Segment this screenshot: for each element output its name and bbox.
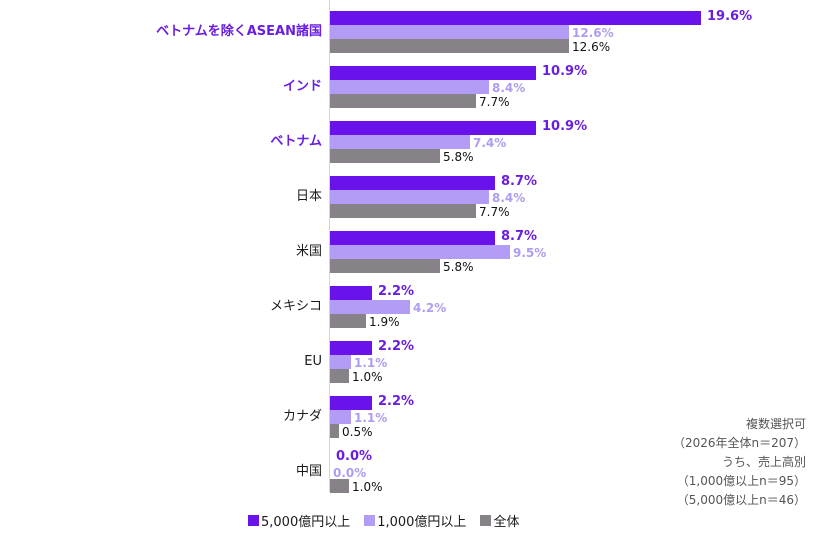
value-label: 2.2% [378, 284, 415, 299]
note-line: （5,000億以上n＝46） [676, 493, 806, 507]
note-line: （2026年全体n＝207） [672, 436, 806, 450]
value-label: 2.2% [378, 394, 415, 409]
bar-series2 [330, 314, 366, 328]
value-label: 10.9% [542, 119, 588, 134]
legend: 5,000億円以上 1,000億円以上 全体 [248, 510, 519, 530]
bar-series0 [330, 286, 372, 300]
bar-series2 [330, 149, 440, 163]
value-label: 19.6% [707, 9, 753, 24]
value-label: 10.9% [542, 64, 588, 79]
bar-series1 [330, 300, 410, 314]
bar-series2 [330, 259, 440, 273]
value-label: 8.4% [492, 191, 526, 205]
note-line: （1,000億以上n＝95） [676, 474, 806, 488]
category-label: 米国 [295, 244, 322, 259]
value-label: 12.6% [572, 26, 614, 40]
bar-series2 [330, 204, 476, 218]
legend-label: 5,000億円以上 [261, 514, 351, 530]
bar-series2 [330, 94, 476, 108]
bar-series2 [330, 39, 569, 53]
bar-series2 [330, 369, 349, 383]
legend-item-total: 全体 [480, 511, 519, 530]
value-label: 12.6% [572, 40, 611, 54]
legend-swatch-series1 [364, 514, 376, 526]
bar-series2 [330, 424, 339, 438]
bar-series0 [330, 396, 372, 410]
sample-note: 複数選択可 （2026年全体n＝207） うち、売上高別 （1,000億以上n＝… [673, 415, 806, 510]
category-label: カナダ [282, 409, 322, 424]
category-label: EU [304, 354, 322, 369]
y-axis-line [329, 0, 330, 492]
legend-label: 全体 [493, 514, 520, 530]
bar-series1 [330, 25, 569, 39]
legend-item-1000: 1,000億円以上 [364, 511, 466, 530]
value-label: 1.0% [352, 480, 383, 494]
bar-series1 [330, 410, 351, 424]
legend-label: 1,000億円以上 [377, 514, 467, 530]
note-line: 複数選択可 [745, 417, 806, 431]
value-label: 0.5% [342, 425, 373, 439]
value-label: 8.7% [501, 229, 538, 244]
value-label: 7.4% [473, 136, 507, 150]
bar-series0 [330, 341, 372, 355]
bar-series0 [330, 121, 536, 135]
value-label: 5.8% [443, 260, 474, 274]
category-label: ベトナム [270, 134, 322, 149]
note-line: うち、売上高別 [721, 455, 806, 469]
bar-series1 [330, 245, 510, 259]
category-label: 中国 [295, 464, 322, 479]
bar-series0 [330, 11, 701, 25]
bar-series0 [330, 231, 495, 245]
bar-series0 [330, 176, 495, 190]
legend-item-5000: 5,000億円以上 [248, 511, 350, 530]
value-label: 8.4% [492, 81, 526, 95]
value-label: 4.2% [413, 301, 447, 315]
bar-series2 [330, 479, 349, 493]
value-label: 7.7% [479, 95, 510, 109]
value-label: 0.0% [333, 466, 367, 480]
category-label: 日本 [295, 189, 322, 204]
value-label: 2.2% [378, 339, 415, 354]
bar-series1 [330, 190, 489, 204]
bar-series0 [330, 66, 536, 80]
value-label: 1.0% [352, 370, 383, 384]
value-label: 1.1% [354, 356, 388, 370]
legend-swatch-series2 [480, 514, 492, 526]
category-label: ベトナムを除くASEAN諸国 [156, 24, 322, 39]
value-label: 1.1% [354, 411, 388, 425]
category-label: インド [282, 79, 322, 94]
value-label: 5.8% [443, 150, 474, 164]
value-label: 0.0% [336, 449, 373, 464]
bar-series1 [330, 355, 351, 369]
legend-swatch-series0 [248, 514, 259, 526]
value-label: 8.7% [501, 174, 538, 189]
value-label: 1.9% [369, 315, 400, 329]
bar-series1 [330, 135, 470, 149]
category-label: メキシコ [269, 299, 322, 314]
bar-series1 [330, 80, 489, 94]
value-label: 9.5% [513, 246, 547, 260]
value-label: 7.7% [479, 205, 510, 219]
